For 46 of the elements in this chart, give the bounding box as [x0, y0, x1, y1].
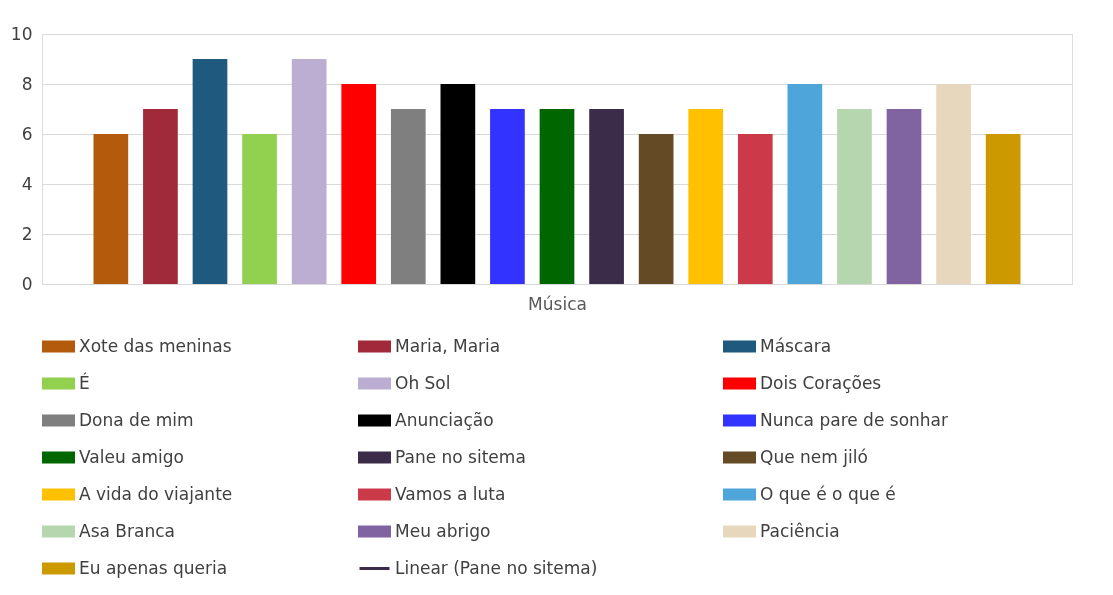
- bar: [589, 109, 624, 284]
- bar: [787, 84, 823, 284]
- legend-label: Paciência: [760, 520, 840, 541]
- legend-label: Valeu amigo: [79, 446, 184, 467]
- legend-label: A vida do viajante: [79, 483, 233, 504]
- legend-label: Asa Branca: [79, 520, 175, 541]
- legend-label: O que é o que é: [760, 483, 896, 504]
- bar: [192, 59, 228, 284]
- y-tick-label: 2: [21, 223, 33, 244]
- bar: [93, 134, 129, 284]
- legend-label: Que nem jiló: [760, 446, 868, 467]
- legend-label: Pane no sitema: [395, 446, 526, 467]
- legend-label: Anunciação: [395, 409, 494, 430]
- bar: [242, 134, 277, 284]
- legend-label: Oh Sol: [395, 372, 451, 393]
- legend-label: Dona de mim: [79, 409, 194, 430]
- legend-label: Eu apenas queria: [79, 557, 228, 578]
- y-tick-label: 10: [10, 23, 33, 44]
- legend-label: Linear (Pane no sitema): [395, 557, 598, 578]
- y-tick-label: 8: [21, 73, 33, 94]
- bar: [341, 84, 377, 284]
- legend-label: Dois Corações: [760, 372, 882, 393]
- bar: [936, 84, 971, 284]
- legend-label: Xote das meninas: [79, 335, 232, 356]
- bar: [886, 109, 922, 284]
- bar: [390, 109, 426, 284]
- bar: [837, 109, 872, 284]
- bar: [490, 109, 525, 284]
- legend-label: É: [79, 371, 90, 393]
- legend-label: Nunca pare de sonhar: [760, 409, 948, 430]
- y-tick-label: 0: [21, 273, 33, 294]
- legend-label: Vamos a luta: [395, 483, 506, 504]
- bar: [638, 134, 674, 284]
- x-axis-title: Música: [528, 293, 587, 314]
- bar: [291, 59, 327, 284]
- y-tick-label: 4: [21, 173, 33, 194]
- legend-label: Máscara: [760, 335, 832, 356]
- y-tick-label: 6: [21, 123, 33, 144]
- bar: [737, 134, 773, 284]
- legend-label: Meu abrigo: [395, 520, 491, 541]
- bar: [539, 109, 575, 284]
- bar: [143, 109, 178, 284]
- legend-label: Maria, Maria: [395, 335, 501, 356]
- bar: [688, 109, 724, 284]
- bar: [985, 134, 1021, 284]
- bar: [440, 84, 476, 284]
